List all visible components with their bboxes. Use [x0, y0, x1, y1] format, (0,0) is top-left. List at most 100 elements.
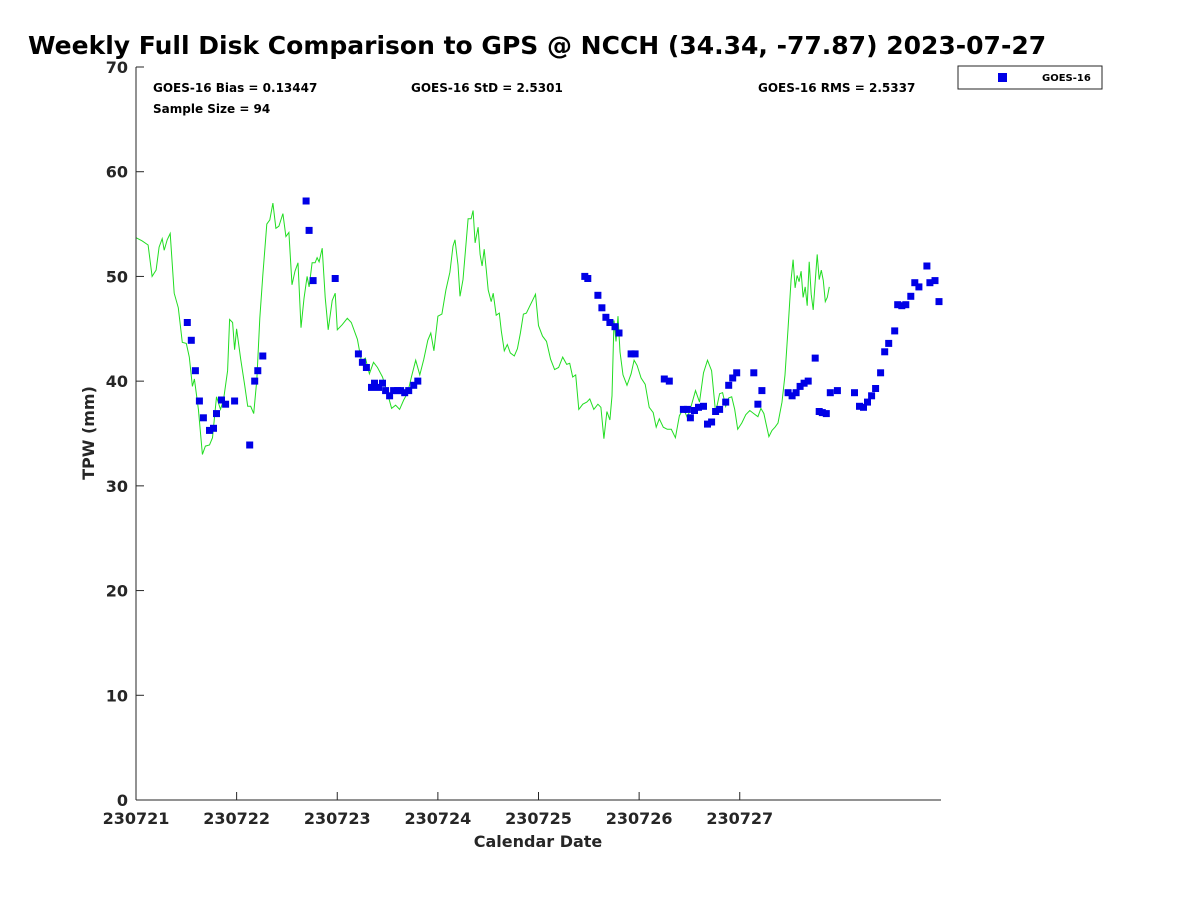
- gps-line: [135, 203, 830, 455]
- goes-16-point: [302, 197, 310, 205]
- stat-bias: GOES-16 Bias = 0.13447: [153, 81, 317, 95]
- x-axis-ticks: 230721 230722 230723 230724 230725 230726 2307…: [103, 792, 773, 828]
- goes-16-point: [382, 387, 390, 395]
- goes-16-point: [877, 369, 885, 377]
- y-tick-label: 70: [106, 58, 128, 77]
- x-tick-label: 230725: [505, 809, 572, 828]
- plot-area: [136, 67, 941, 800]
- goes-16-point: [818, 409, 826, 417]
- stat-std: GOES-16 StD = 2.5301: [411, 81, 563, 95]
- goes-16-point: [868, 392, 876, 400]
- legend-box: [957, 65, 1103, 90]
- goes-16-point: [725, 381, 733, 389]
- y-tick-label: 10: [106, 686, 128, 705]
- goes-16-point: [898, 302, 906, 310]
- goes-16-point: [872, 385, 880, 392]
- goes-16-point: [631, 350, 639, 358]
- goes-16-point: [708, 418, 716, 426]
- goes-16-point: [881, 348, 889, 356]
- goes-16-point: [826, 389, 834, 397]
- goes-16-point: [885, 339, 893, 347]
- goes-16-point: [822, 410, 830, 418]
- goes-16-point: [788, 392, 796, 400]
- goes-16-point: [796, 382, 804, 390]
- goes-16-point: [923, 262, 931, 270]
- goes-16-point: [584, 275, 592, 282]
- goes-16-point: [683, 405, 691, 413]
- goes-16-point: [660, 375, 668, 383]
- legend-marker-goes-16: [998, 73, 1007, 82]
- y-axis-label: TPW (mm): [79, 386, 98, 480]
- goes-16-point: [371, 379, 378, 387]
- goes-16-point: [665, 377, 673, 385]
- legend: GOES-16: [957, 65, 1103, 90]
- chart-title: Weekly Full Disk Comparison to GPS @ NCC…: [28, 31, 1046, 60]
- goes-16-point: [851, 389, 858, 397]
- goes-16-point: [856, 402, 863, 410]
- goes-16-point: [792, 389, 800, 397]
- goes-16-point: [191, 367, 199, 375]
- goes-16-point: [195, 397, 203, 405]
- stat-sample-size: Sample Size = 94: [153, 102, 270, 116]
- goes-16-point: [379, 379, 386, 387]
- y-tick-label: 0: [117, 791, 128, 810]
- y-tick-label: 50: [106, 267, 128, 286]
- goes-16-point: [733, 369, 741, 377]
- goes-16-point: [206, 426, 213, 434]
- goes-16-point: [246, 441, 254, 449]
- goes-16-point: [390, 387, 398, 395]
- goes-16-point: [259, 352, 267, 360]
- gps-series: [135, 203, 830, 455]
- goes-16-point: [213, 410, 220, 418]
- goes-16-point: [405, 387, 413, 395]
- goes-16-point: [891, 327, 899, 335]
- goes-16-point: [368, 383, 375, 391]
- goes-16-point: [729, 374, 737, 382]
- goes-16-point: [602, 313, 610, 321]
- goes-16-point: [354, 350, 362, 358]
- goes-16-point: [331, 275, 339, 282]
- goes-16-point: [386, 392, 394, 400]
- goes-16-point: [864, 398, 871, 406]
- goes-16-point: [679, 405, 687, 413]
- goes-16-point: [907, 292, 915, 300]
- goes-16-point: [695, 403, 702, 411]
- goes-16-point: [784, 389, 792, 397]
- goes-16-point: [183, 319, 191, 326]
- goes-16-point: [375, 383, 382, 391]
- legend-label-goes-16: GOES-16: [1042, 73, 1091, 84]
- goes-16-point: [716, 405, 724, 413]
- goes-16-point: [722, 398, 730, 406]
- goes-16-point: [804, 377, 812, 385]
- stat-rms: GOES-16 RMS = 2.5337: [758, 81, 915, 95]
- x-tick-label: 230727: [706, 809, 773, 828]
- goes-16-point: [754, 400, 762, 408]
- x-tick-label: 230722: [203, 809, 270, 828]
- goes-16-point: [615, 329, 623, 337]
- goes-16-point: [251, 377, 259, 385]
- goes-16-point: [362, 364, 370, 371]
- goes-16-point: [218, 396, 225, 404]
- x-tick-label: 230726: [606, 809, 673, 828]
- goes-16-point: [414, 377, 422, 385]
- goes-16-point: [911, 279, 919, 287]
- x-tick-label: 230724: [404, 809, 471, 828]
- goes-16-point: [611, 323, 619, 331]
- goes-16-point: [915, 283, 923, 291]
- goes-16-point: [704, 420, 711, 428]
- goes-16-point: [750, 369, 758, 377]
- x-axis-label: Calendar Date: [474, 832, 603, 851]
- goes-16-point: [222, 400, 230, 408]
- goes-16-point: [410, 381, 418, 389]
- goes-16-point: [598, 304, 606, 312]
- goes-16-point: [627, 350, 635, 358]
- y-tick-label: 30: [106, 477, 128, 496]
- goes-16-point: [811, 354, 819, 362]
- goes-16-point: [358, 358, 366, 366]
- goes-16-point: [758, 387, 766, 395]
- goes-16-point: [210, 424, 217, 432]
- goes-series: [183, 197, 943, 449]
- goes-16-point: [309, 277, 317, 285]
- goes-16-point: [935, 298, 943, 306]
